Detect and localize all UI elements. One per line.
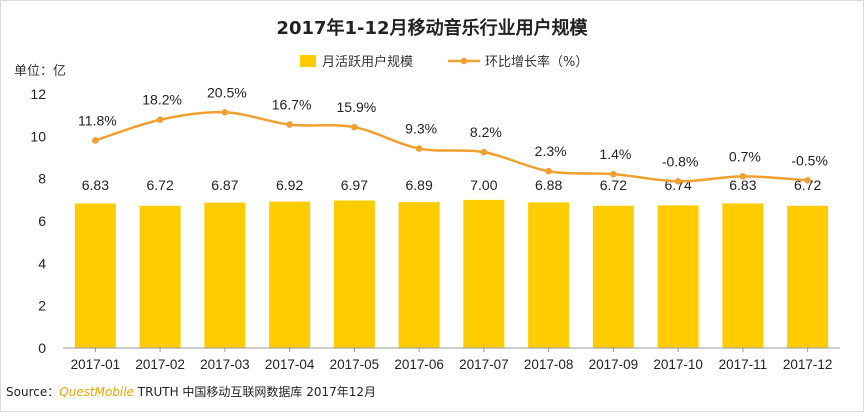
x-tick-label: 2017-02	[135, 357, 185, 372]
growth-rate-label: 20.5%	[207, 84, 247, 100]
growth-rate-label: 8.2%	[470, 124, 502, 140]
growth-rate-point	[415, 145, 423, 152]
growth-rate-point	[804, 176, 811, 184]
growth-rate-label: 9.3%	[405, 121, 437, 137]
bar-value-label: 6.72	[600, 177, 627, 193]
source-note: Source：QuestMobile TRUTH 中国移动互联网数据库 2017…	[6, 383, 376, 400]
bar	[333, 200, 375, 348]
growth-rate-label: 1.4%	[599, 146, 631, 162]
bar	[139, 205, 181, 348]
x-tick-label: 2017-01	[71, 357, 121, 372]
bar	[787, 205, 829, 348]
growth-rate-point	[674, 177, 682, 185]
growth-rate-label: -0.5%	[791, 152, 828, 168]
growth-rate-point	[739, 173, 747, 180]
bar-series	[74, 199, 829, 348]
growth-rate-point	[545, 167, 552, 175]
growth-rate-label: 16.7%	[272, 97, 312, 113]
growth-rate-points	[92, 108, 811, 185]
y-axis: 0 2 4 6 8 10 12	[30, 86, 46, 356]
bar-value-label: 6.92	[276, 177, 303, 193]
bar	[657, 205, 699, 348]
bar	[269, 201, 311, 348]
growth-rate-line	[94, 110, 808, 183]
growth-rate-point	[92, 137, 99, 144]
bar	[398, 202, 440, 348]
x-tick-label: 2017-11	[719, 357, 768, 372]
bar	[528, 202, 570, 348]
legend-marker-line	[460, 57, 468, 65]
bar	[592, 205, 634, 348]
y-tick-label: 2	[38, 298, 46, 314]
growth-rate-label: 2.3%	[535, 143, 567, 159]
bar-value-label: 6.97	[341, 177, 368, 193]
x-tick-label: 2017-06	[394, 357, 444, 372]
chart-title: 2017年1-12月移动音乐行业用户规模	[276, 17, 588, 39]
bar	[463, 199, 505, 348]
growth-rate-label: 15.9%	[337, 99, 377, 115]
growth-rate-labels: 11.8% 18.2% 20.5% 16.7% 15.9% 9.3% 8.2% 2.3% 1.4…	[78, 84, 828, 169]
x-tick-label: 2017-05	[330, 357, 380, 372]
bar-value-label: 6.87	[211, 177, 238, 193]
bar-value-label: 6.83	[729, 177, 756, 193]
y-tick-label: 12	[30, 86, 46, 102]
y-tick-label: 8	[38, 171, 46, 187]
legend-swatch-bars	[300, 55, 316, 67]
growth-rate-label: 0.7%	[729, 148, 761, 164]
y-tick-label: 4	[38, 255, 46, 271]
legend-label-line: 环比增长率（%）	[485, 54, 588, 70]
bar-value-label: 6.72	[147, 177, 174, 193]
source-prefix: Source：	[6, 385, 60, 399]
x-tick-label: 2017-07	[459, 357, 509, 372]
growth-rate-point	[286, 121, 293, 128]
growth-rate-label: 11.8%	[78, 112, 117, 128]
growth-rate-point	[351, 123, 358, 131]
y-tick-label: 0	[38, 340, 46, 356]
legend: 月活跃用户规模 环比增长率（%）	[300, 54, 588, 70]
bar-value-label: 6.89	[406, 177, 433, 193]
bar	[74, 203, 116, 348]
x-tick-label: 2017-10	[653, 357, 703, 372]
growth-rate-label: -0.8%	[662, 153, 699, 169]
source-text: TRUTH 中国移动互联网数据库 2017年12月	[133, 385, 377, 399]
x-axis: 2017-01 2017-02 2017-03 2017-04 2017-05 2017-…	[71, 348, 833, 372]
bar-value-label: 6.83	[82, 177, 109, 193]
growth-rate-point	[610, 170, 617, 178]
y-tick-label: 6	[38, 213, 46, 229]
x-tick-label: 2017-03	[200, 357, 250, 372]
x-tick-label: 2017-09	[589, 357, 639, 372]
bar-value-labels: 6.83 6.72 6.87 6.92 6.97 6.89 7.00 6.88 6.72 6.74…	[82, 177, 822, 193]
growth-rate-label: 18.2%	[142, 92, 182, 108]
x-tick-label: 2017-08	[524, 357, 574, 372]
bar-value-label: 6.88	[535, 177, 562, 193]
y-tick-label: 10	[30, 128, 46, 144]
bar	[722, 203, 764, 348]
bar-value-label: 7.00	[470, 177, 497, 193]
legend-label-bars: 月活跃用户规模	[322, 54, 413, 70]
growth-rate-point	[156, 116, 164, 124]
y-axis-unit: 单位：亿	[14, 64, 66, 79]
x-tick-label: 2017-12	[783, 357, 833, 372]
bar	[204, 202, 246, 348]
source-brand: QuestMobile	[59, 385, 134, 399]
x-tick-label: 2017-04	[265, 357, 315, 372]
growth-rate-point	[480, 148, 488, 156]
growth-rate-point	[221, 108, 229, 116]
